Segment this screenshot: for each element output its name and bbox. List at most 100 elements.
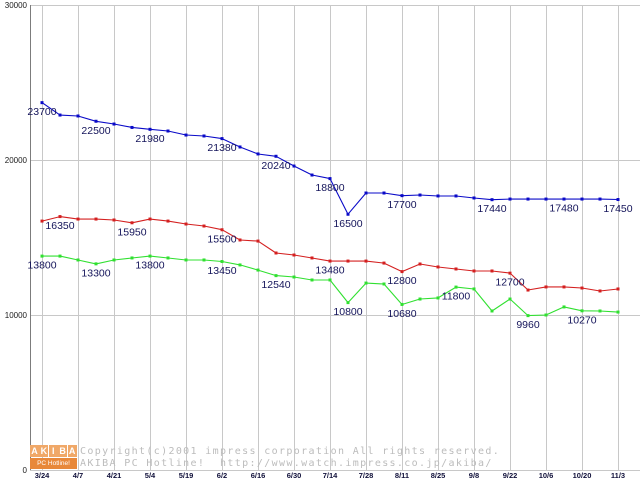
data-label: 17450 xyxy=(603,203,632,215)
series-2-point xyxy=(436,265,440,269)
series-2-point xyxy=(274,251,278,255)
series-1-point xyxy=(400,194,404,198)
series-2-point xyxy=(58,215,62,219)
chart-axes: 0 10000 20000 30000 3/24 4/7 4/21 5/4 5/19 6/2 6/1… xyxy=(5,1,625,480)
series-3-point xyxy=(112,258,116,262)
x-tick-label: 6/30 xyxy=(287,471,302,480)
logo-letter: K xyxy=(39,445,49,457)
series-2-point xyxy=(598,289,602,293)
series-2-point xyxy=(256,239,260,243)
series-1-point xyxy=(526,197,530,201)
series-2-point xyxy=(166,219,170,223)
site-url-line: AKIBA PC Hotline! http://www.watch.impre… xyxy=(80,458,493,469)
series-1-point xyxy=(544,197,548,201)
series-1-point xyxy=(184,133,188,137)
series-3-point xyxy=(382,282,386,286)
series-1-point xyxy=(94,119,98,123)
series-3-point xyxy=(580,309,584,313)
data-label: 13300 xyxy=(81,267,110,279)
series-1-point xyxy=(454,194,458,198)
series-2-point xyxy=(346,259,350,263)
data-label: 15500 xyxy=(207,233,236,245)
series-2-point xyxy=(220,228,224,232)
series-2-point xyxy=(238,238,242,242)
data-label: 11800 xyxy=(442,291,471,303)
series-3-point xyxy=(436,296,440,300)
series-1-point xyxy=(112,122,116,126)
series-2-point xyxy=(202,224,206,228)
series-2-point xyxy=(616,287,620,291)
y-tick-label: 0 xyxy=(23,466,28,475)
x-tick-label: 8/11 xyxy=(395,471,409,480)
data-label: 16350 xyxy=(45,220,74,232)
data-label: 16500 xyxy=(333,218,362,230)
series-2-point xyxy=(418,262,422,266)
series-2-point xyxy=(40,219,44,223)
x-tick-label: 10/20 xyxy=(573,471,592,480)
data-label: 21380 xyxy=(207,142,236,154)
x-tick-label: 7/14 xyxy=(323,471,338,480)
series-3-point xyxy=(40,254,44,258)
series-3-point xyxy=(148,254,152,258)
series-3-point xyxy=(328,278,332,282)
x-tick-label: 8/25 xyxy=(431,471,446,480)
data-label: 13480 xyxy=(315,265,344,277)
x-tick-label: 9/8 xyxy=(469,471,479,480)
series-1-point xyxy=(508,197,512,201)
data-label: 22500 xyxy=(81,125,110,137)
chart-data-labels: 23700 22500 21980 21380 20240 18800 16500 17700… xyxy=(27,106,632,331)
series-1-point xyxy=(76,114,80,118)
x-tick-label: 7/28 xyxy=(359,471,374,480)
chart-grid xyxy=(30,5,640,471)
series-3-point xyxy=(274,274,278,278)
data-label: 17480 xyxy=(549,203,578,215)
logo-letter: B xyxy=(58,445,68,457)
akiba-pc-hotline-logo: A K I B A PC Hotline! xyxy=(30,445,77,469)
series-3-point xyxy=(508,297,512,301)
x-tick-label: 9/22 xyxy=(503,471,518,480)
data-label: 10800 xyxy=(333,306,362,318)
series-3-point xyxy=(598,309,602,313)
series-2-point xyxy=(490,269,494,273)
series-1-point xyxy=(148,127,152,131)
series-2-point xyxy=(328,259,332,263)
data-label: 10270 xyxy=(567,314,596,326)
series-2-point xyxy=(454,267,458,271)
data-label: 12700 xyxy=(495,277,524,289)
y-tick-label: 20000 xyxy=(5,156,28,165)
series-3-point xyxy=(238,263,242,267)
series-2-point xyxy=(472,269,476,273)
series-3-point xyxy=(202,258,206,262)
data-label: 17700 xyxy=(387,199,416,211)
series-3-point xyxy=(94,262,98,266)
series-2-point xyxy=(562,285,566,289)
series-1-point xyxy=(58,113,62,117)
series-1-point xyxy=(346,212,350,216)
y-tick-label: 10000 xyxy=(5,311,28,320)
series-2-point xyxy=(526,288,530,292)
logo-letter-row: A K I B A xyxy=(30,445,77,457)
x-tick-label: 5/19 xyxy=(179,471,194,480)
series-3-point xyxy=(562,305,566,309)
series-2-point xyxy=(364,259,368,263)
series-3-point xyxy=(400,302,404,306)
series-2-point xyxy=(112,218,116,222)
data-label: 13450 xyxy=(207,265,236,277)
data-label: 18800 xyxy=(315,182,344,194)
x-tick-label: 3/24 xyxy=(35,471,50,480)
series-1-point xyxy=(274,154,278,158)
series-2-point xyxy=(76,217,80,221)
series-3-point xyxy=(58,254,62,258)
series-1-point xyxy=(292,164,296,168)
series-2-point xyxy=(544,285,548,289)
series-3-point xyxy=(166,256,170,260)
logo-letter: I xyxy=(48,445,58,457)
logo-letter: A xyxy=(67,445,77,457)
series-1-point xyxy=(40,101,44,105)
series-3-point xyxy=(346,301,350,305)
y-tick-label: 30000 xyxy=(5,1,28,10)
series-3-point xyxy=(184,258,188,262)
series-3-point xyxy=(454,285,458,289)
series-1-point xyxy=(256,152,260,156)
